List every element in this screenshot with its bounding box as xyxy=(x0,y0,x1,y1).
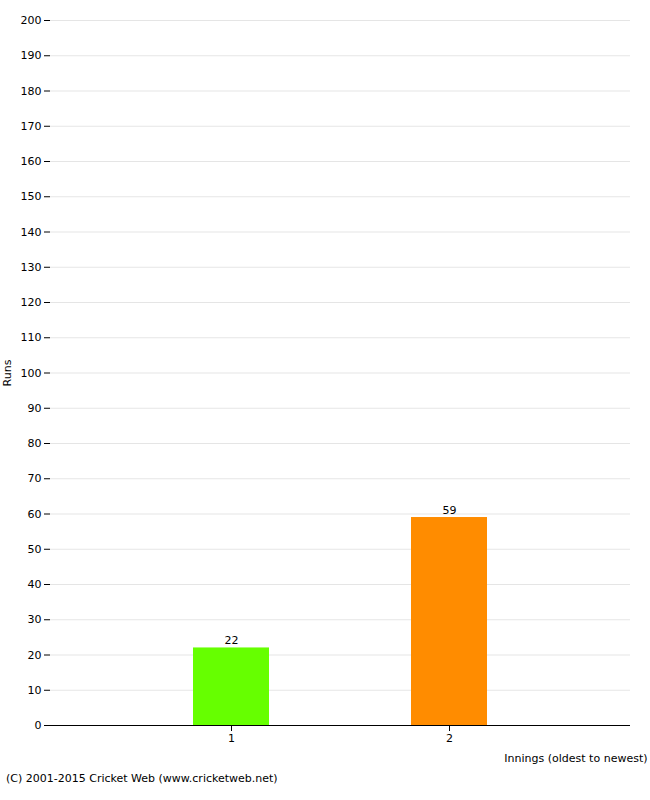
svg-text:1: 1 xyxy=(228,732,235,745)
svg-text:90: 90 xyxy=(28,402,42,415)
svg-text:200: 200 xyxy=(21,14,42,27)
svg-text:59: 59 xyxy=(443,504,457,517)
svg-text:30: 30 xyxy=(28,613,42,626)
svg-text:Runs: Runs xyxy=(1,359,14,386)
html-text:(C) 2001-2015 Cricket Web (www: (C) 2001-2015 Cricket Web (www.cricketwe… xyxy=(6,772,278,785)
svg-text:20: 20 xyxy=(28,649,42,662)
svg-text:120: 120 xyxy=(21,296,42,309)
svg-text:10: 10 xyxy=(28,684,42,697)
svg-text:40: 40 xyxy=(28,578,42,591)
svg-text:Innings (oldest to newest): Innings (oldest to newest) xyxy=(504,752,647,765)
svg-text:140: 140 xyxy=(21,226,42,239)
svg-text:2: 2 xyxy=(446,732,453,745)
svg-text:0: 0 xyxy=(35,719,42,732)
svg-text:22: 22 xyxy=(225,634,239,647)
svg-text:110: 110 xyxy=(21,331,42,344)
svg-text:180: 180 xyxy=(21,85,42,98)
svg-text:70: 70 xyxy=(28,472,42,485)
svg-text:80: 80 xyxy=(28,437,42,450)
svg-text:190: 190 xyxy=(21,49,42,62)
svg-text:100: 100 xyxy=(21,367,42,380)
svg-text:150: 150 xyxy=(21,190,42,203)
svg-text:170: 170 xyxy=(21,120,42,133)
svg-text:130: 130 xyxy=(21,261,42,274)
svg-text:50: 50 xyxy=(28,543,42,556)
svg-text:60: 60 xyxy=(28,508,42,521)
svg-text:160: 160 xyxy=(21,155,42,168)
